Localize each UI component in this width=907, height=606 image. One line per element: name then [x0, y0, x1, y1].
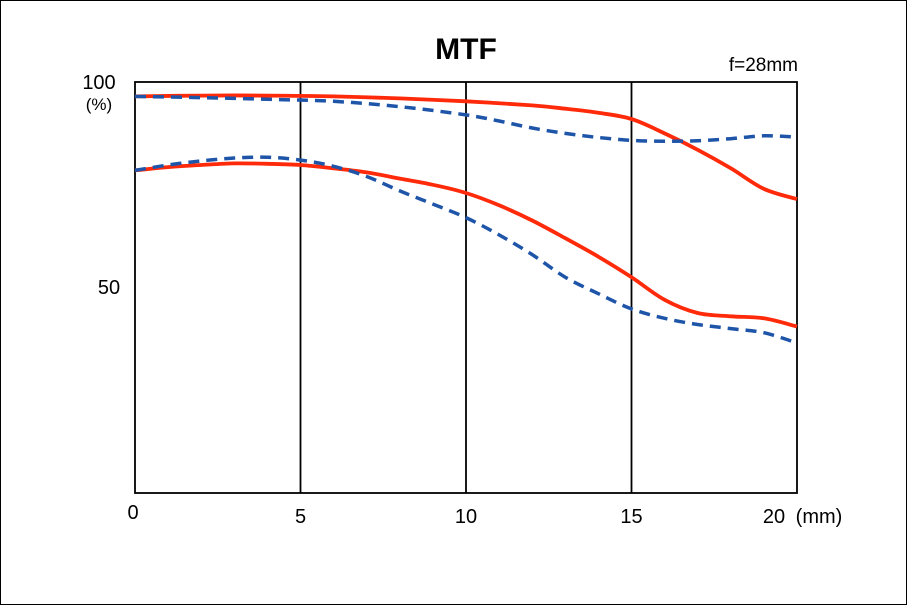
- series-line-4-dashed: [134, 155, 798, 345]
- y-tick-label-100: 100: [82, 72, 115, 94]
- y-tick-label-50: 50: [98, 277, 120, 299]
- x-tick-label-5: 5: [295, 506, 306, 528]
- x-tick-label-15: 15: [620, 506, 642, 528]
- chart-title: MTF: [435, 33, 497, 66]
- x-tick-label-10: 10: [455, 506, 477, 528]
- series-line-1-solid: [134, 93, 798, 201]
- x-tick-label-0: 0: [127, 502, 138, 524]
- series-line-2-dashed: [134, 94, 798, 143]
- y-axis-unit: (%): [86, 95, 112, 114]
- x-axis-unit: (mm): [796, 506, 843, 528]
- series-line-3-solid: [134, 161, 798, 329]
- focal-length-annotation: f=28mm: [729, 55, 798, 76]
- x-tick-label-20: 20: [763, 506, 785, 528]
- series-group: [134, 93, 798, 345]
